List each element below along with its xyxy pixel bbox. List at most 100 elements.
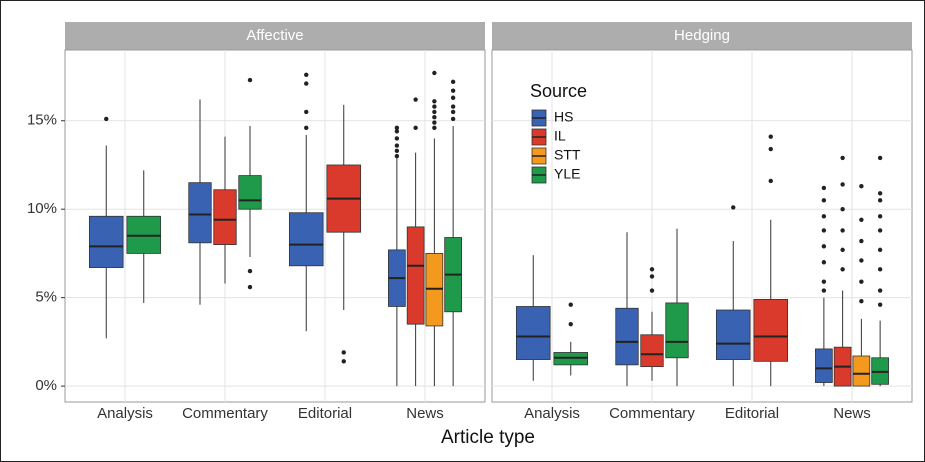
facet-title: Affective (246, 27, 303, 44)
outlier (450, 88, 456, 93)
outlier (247, 284, 253, 290)
facet-title: Hedging (674, 27, 730, 44)
x-tick-label: Editorial (725, 405, 779, 422)
box (88, 215, 124, 268)
box (515, 306, 551, 360)
legend-label: STT (554, 147, 581, 163)
outlier (413, 125, 418, 131)
y-tick-label: 15% (27, 112, 57, 129)
legend-label: HS (554, 109, 573, 125)
outlier (341, 350, 346, 355)
y-tick-label: 10% (27, 200, 57, 217)
x-tick-label: News (406, 405, 444, 422)
outlier (821, 288, 827, 293)
outlier (821, 198, 827, 203)
outlier (877, 247, 883, 253)
outlier (768, 146, 773, 152)
outlier (840, 267, 845, 272)
y-tick-label: 0% (35, 377, 57, 394)
panel (491, 49, 913, 403)
box (213, 189, 237, 245)
legend-title: Source (530, 81, 587, 101)
strip (65, 22, 485, 50)
legend-label: YLE (554, 166, 580, 182)
outlier (432, 109, 437, 115)
x-tick-label: Analysis (524, 405, 580, 422)
box (665, 302, 689, 359)
outlier (877, 302, 883, 307)
outlier (304, 81, 309, 86)
strip (492, 22, 912, 50)
x-axis-label: Article type (441, 427, 535, 448)
x-tick-label: Editorial (298, 405, 352, 422)
outlier (413, 97, 418, 102)
outlier (432, 104, 437, 109)
outlier (104, 116, 109, 122)
outlier (649, 267, 655, 272)
outlier (568, 302, 573, 307)
outlier (877, 267, 883, 272)
outlier (432, 120, 437, 125)
box (615, 307, 639, 366)
x-tick-label: Analysis (97, 405, 153, 422)
outlier (450, 116, 456, 122)
outlier (768, 178, 773, 184)
outlier (768, 134, 773, 139)
outlier (859, 279, 864, 284)
outlier (649, 288, 655, 293)
x-tick-label: Commentary (609, 405, 695, 422)
outlier (840, 206, 845, 212)
outlier (859, 184, 864, 189)
outlier (394, 153, 400, 159)
outlier (877, 191, 883, 196)
box (640, 334, 664, 368)
outlier (394, 148, 400, 154)
outlier (821, 244, 827, 249)
box (238, 175, 262, 210)
outlier (821, 279, 827, 284)
outlier (731, 205, 736, 210)
outlier (649, 274, 655, 279)
outlier (821, 214, 827, 219)
box (753, 299, 789, 362)
legend-label: IL (554, 128, 566, 144)
outlier (304, 109, 309, 115)
outlier (432, 99, 437, 104)
outlier (877, 198, 883, 203)
outlier (394, 143, 400, 148)
box (406, 226, 425, 325)
y-tick-label: 5% (35, 289, 57, 306)
outlier (840, 182, 845, 187)
outlier (247, 268, 253, 274)
outlier (341, 359, 346, 364)
outlier (859, 258, 864, 263)
outlier (821, 185, 827, 191)
outlier (821, 228, 827, 233)
outlier (840, 247, 845, 253)
outlier (877, 155, 883, 161)
outlier (840, 228, 845, 233)
outlier (450, 104, 456, 109)
outlier (821, 260, 827, 265)
outlier (877, 228, 883, 233)
outlier (568, 321, 573, 327)
outlier (877, 214, 883, 219)
outlier (432, 125, 437, 131)
box (852, 355, 871, 387)
outlier (432, 70, 437, 76)
outlier (859, 298, 864, 304)
outlier (859, 238, 864, 244)
outlier (394, 125, 400, 131)
outlier (877, 288, 883, 293)
box (188, 182, 212, 244)
outlier (840, 155, 845, 161)
outlier (859, 217, 864, 223)
outlier (432, 115, 437, 120)
outlier (304, 72, 309, 77)
outlier (394, 136, 400, 141)
outlier (450, 95, 456, 100)
outlier (304, 125, 309, 131)
outlier (450, 79, 456, 85)
box (288, 212, 324, 267)
